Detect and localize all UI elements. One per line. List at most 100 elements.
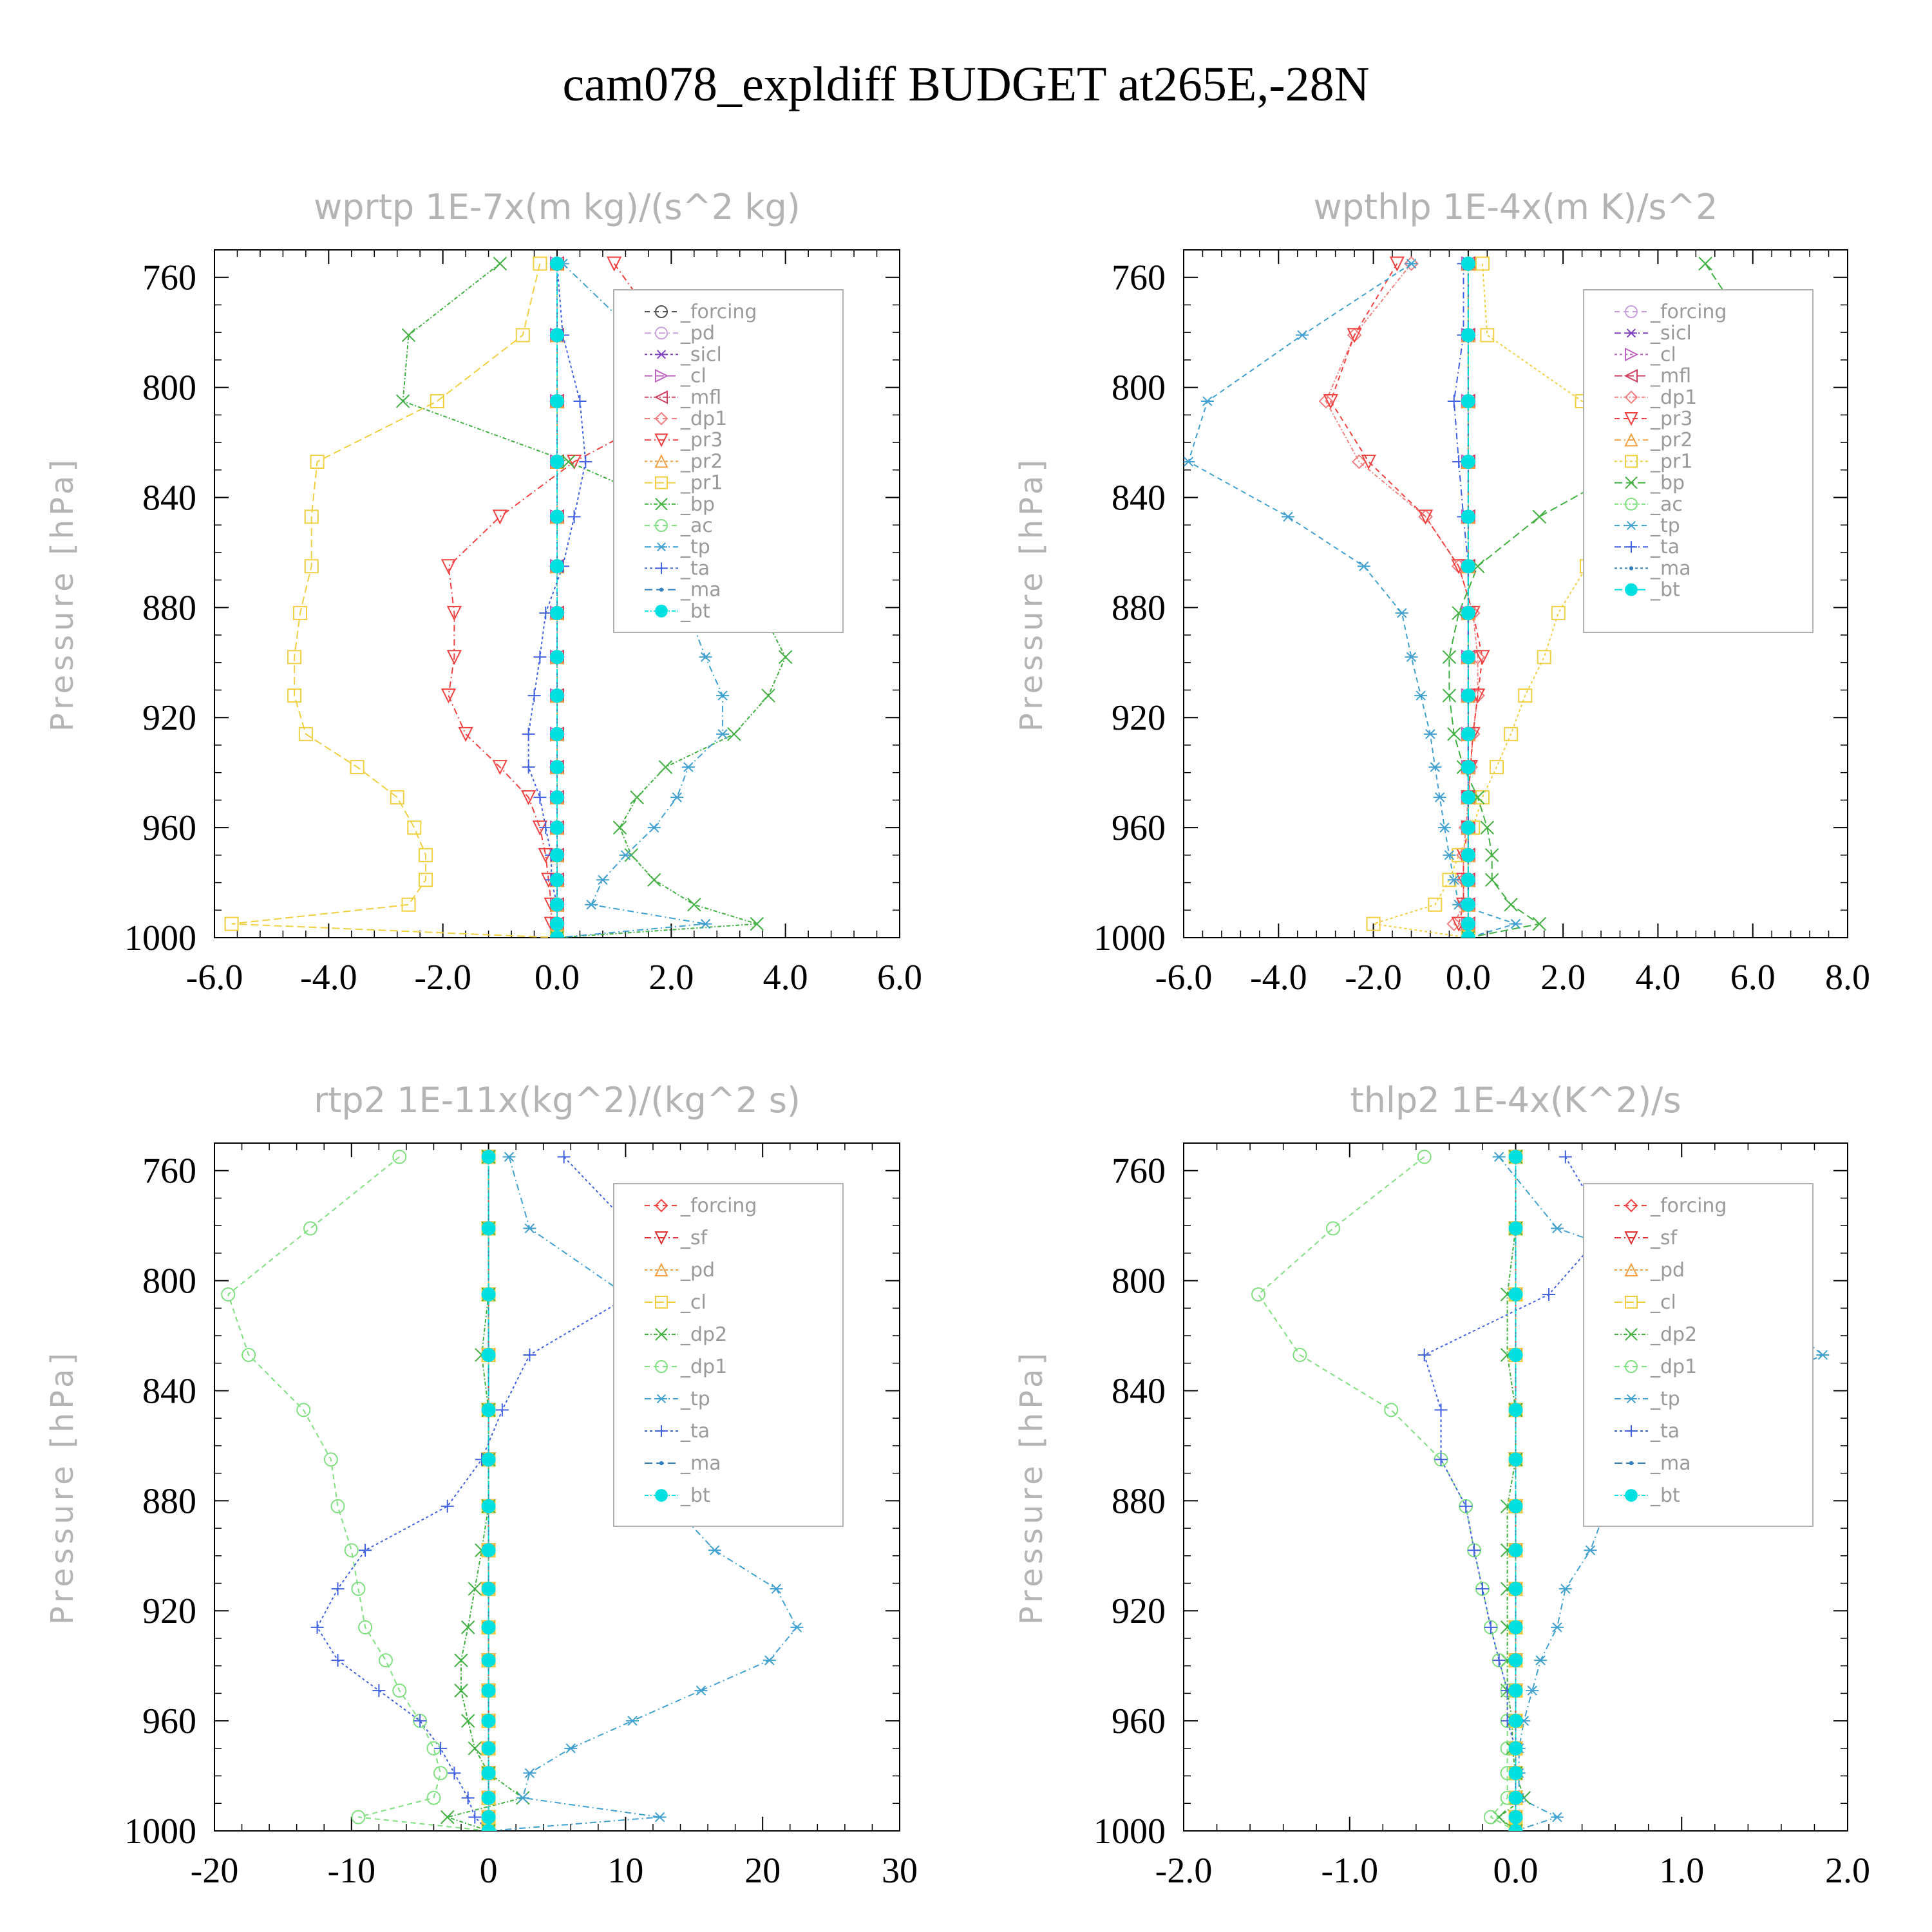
data-point-tp: [1357, 561, 1370, 571]
legend-label: _ma: [1650, 557, 1691, 580]
legend-label: _pr2: [680, 450, 723, 473]
legend-marker: [656, 542, 667, 552]
data-point-dp1: [344, 1543, 359, 1558]
data-point-bt: [550, 760, 564, 775]
x-tick-label: 2.0: [649, 958, 694, 998]
data-point-pr3: [492, 509, 507, 525]
data-point-pr3: [492, 760, 507, 775]
legend-marker: [655, 327, 668, 340]
data-point-dp1: [1352, 454, 1367, 469]
data-point-tp: [1550, 1812, 1564, 1823]
data-point-bt: [550, 916, 564, 931]
data-point-tp: [1550, 1223, 1564, 1234]
legend-box: [1583, 289, 1814, 633]
data-point-bt: [481, 1620, 496, 1634]
data-point-ta: [468, 1810, 482, 1824]
data-point-ta: [1492, 1654, 1506, 1667]
data-point-pr1: [533, 256, 547, 271]
data-point-bt: [1508, 1347, 1523, 1362]
data-point-ta: [434, 1741, 448, 1755]
plot-frame: [214, 1142, 900, 1832]
y-tick-label: 920: [142, 1591, 196, 1631]
data-point-ta: [527, 689, 541, 703]
legend-label: _pr1: [680, 472, 723, 495]
data-point-bp: [1442, 650, 1457, 664]
x-tick-label: 2.0: [1540, 958, 1586, 998]
data-point-bt: [481, 1452, 496, 1467]
legend-label: _forcing: [680, 301, 757, 323]
data-point-dp1: [358, 1620, 373, 1634]
data-point-ta: [1558, 1150, 1572, 1164]
data-point-bt: [1461, 916, 1475, 931]
data-point-tp: [1296, 330, 1309, 341]
data-point-bp: [1504, 898, 1518, 912]
legend-marker: [1625, 305, 1638, 318]
data-point-pr1: [407, 820, 422, 835]
data-point-bt: [481, 1499, 496, 1513]
legend: _forcing _sf _pd _cl _dp2 _dp1 _tp _ta _ma _bt: [1583, 1183, 1814, 1527]
y-tick-label: 840: [1112, 1371, 1166, 1411]
data-point-pr1: [304, 559, 319, 574]
data-point-tp: [708, 1545, 721, 1555]
data-point-bt: [1508, 1150, 1523, 1164]
data-point-dp1: [1318, 393, 1334, 409]
data-point-dp1: [303, 1221, 317, 1236]
data-point-dp1: [426, 1790, 441, 1805]
series-line-bp: [1448, 263, 1783, 938]
data-point-pr3: [607, 256, 622, 272]
data-point-pr1: [350, 760, 365, 775]
data-point-pr3: [1323, 393, 1338, 410]
data-point-pr3: [1361, 454, 1376, 470]
legend-marker: [1625, 1394, 1637, 1404]
data-point-bt: [1508, 1221, 1523, 1236]
legend-marker: [655, 1489, 668, 1502]
data-point-tp: [1433, 792, 1446, 802]
panel-title: rtp2 1E-11x(kg^2)/(kg^2 s): [314, 1080, 800, 1121]
y-tick-label: 920: [1112, 1591, 1166, 1631]
x-tick-label: -1.0: [1321, 1851, 1378, 1891]
data-point-ta: [579, 455, 592, 468]
data-point-bt: [481, 1741, 496, 1756]
data-point-bt: [481, 1582, 496, 1596]
y-tick-label: 920: [142, 698, 196, 738]
series-line-ta: [1453, 263, 1469, 938]
figure-title: cam078_expldiff BUDGET at265E,-28N: [562, 57, 1370, 111]
legend-marker: [1625, 347, 1639, 362]
x-tick-label: -4.0: [300, 958, 357, 998]
data-point-bt: [1461, 393, 1475, 408]
data-point-tp: [626, 1716, 639, 1726]
data-point-bt: [481, 1824, 496, 1831]
legend-marker: [659, 1461, 664, 1466]
data-point-bt: [550, 688, 564, 703]
legend-marker: [1625, 497, 1638, 511]
series-line-pr1: [231, 263, 558, 938]
data-point-ta: [413, 1714, 427, 1728]
y-tick-label: 800: [1112, 1262, 1166, 1302]
data-point-bt: [1461, 848, 1475, 862]
legend-label: _bt: [680, 1484, 710, 1507]
data-point-dp1: [433, 1766, 448, 1781]
data-point-pr1: [1504, 726, 1519, 741]
data-point-bt: [550, 328, 564, 343]
panel-title: wprtp 1E-7x(m kg)/(s^2 kg): [314, 187, 800, 227]
legend-marker: [1625, 1489, 1638, 1502]
data-point-bp: [395, 394, 410, 408]
y-tick-label: 960: [142, 808, 196, 848]
data-point-pr1: [515, 328, 530, 343]
data-point-dp2: [468, 1741, 482, 1756]
legend-label: _sicl: [1650, 322, 1692, 345]
data-point-tp: [1282, 511, 1295, 522]
legend-label: _bt: [1650, 579, 1680, 601]
legend-label: _ma: [1650, 1452, 1691, 1475]
data-point-ta: [567, 510, 581, 524]
data-point-bt: [481, 1403, 496, 1417]
data-point-bp: [401, 328, 416, 343]
data-point-bp: [1532, 916, 1547, 931]
data-point-bt: [1461, 820, 1475, 835]
legend-label: _sf: [680, 1227, 708, 1249]
data-point-ta: [359, 1544, 372, 1557]
data-point-bt: [1508, 1620, 1523, 1634]
x-tick-label: 0.0: [1446, 958, 1491, 998]
data-point-dp1: [351, 1582, 366, 1596]
data-point-bt: [550, 393, 564, 408]
